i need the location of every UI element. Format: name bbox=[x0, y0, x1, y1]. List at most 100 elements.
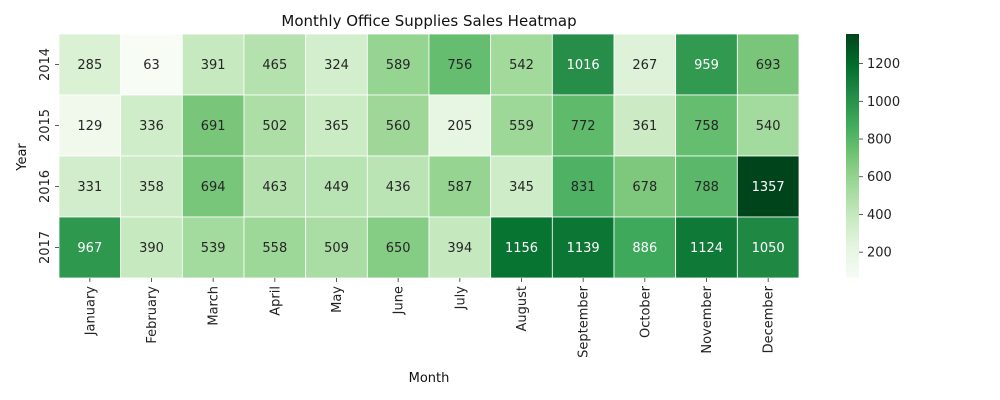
cell-value-label: 1016 bbox=[567, 58, 600, 73]
cell-value-label: 1139 bbox=[567, 241, 600, 256]
cell-value-label: 542 bbox=[509, 58, 534, 73]
x-tick-label: March bbox=[207, 286, 222, 326]
heatmap-cell bbox=[181, 155, 245, 218]
y-axis: 2014 2015 2016 2017 bbox=[38, 48, 59, 264]
x-tick-label: June bbox=[392, 286, 407, 315]
heatmap-cell bbox=[613, 33, 677, 96]
cell-value-label: 465 bbox=[262, 58, 287, 73]
cell-value-label: 361 bbox=[632, 119, 657, 134]
cell-value-label: 559 bbox=[509, 119, 534, 134]
heatmap-cell bbox=[366, 94, 430, 157]
x-tick-label: May bbox=[330, 286, 345, 313]
heatmap-cell bbox=[58, 33, 122, 96]
x-tick-label: November bbox=[700, 285, 715, 353]
heatmap-cell bbox=[58, 216, 122, 279]
heatmap-cell bbox=[736, 216, 800, 279]
heatmap-cell bbox=[551, 94, 615, 157]
cell-value-label: 436 bbox=[386, 180, 411, 195]
heatmap-cell bbox=[305, 155, 368, 218]
heatmap-cell bbox=[120, 94, 183, 157]
heatmap-cell bbox=[243, 33, 307, 96]
heatmap-cell bbox=[736, 155, 800, 218]
colorbar-tick-label: 400 bbox=[867, 208, 892, 223]
cell-value-label: 560 bbox=[386, 119, 411, 134]
cell-value-label: 390 bbox=[139, 241, 164, 256]
cell-value-label: 509 bbox=[324, 241, 349, 256]
heatmap-cell bbox=[243, 216, 307, 279]
cell-value-label: 129 bbox=[77, 119, 102, 134]
heatmap-cell bbox=[736, 33, 800, 96]
heatmap-cell bbox=[736, 94, 800, 157]
cell-value-label: 967 bbox=[77, 241, 102, 256]
heatmap-cell bbox=[181, 33, 245, 96]
cell-value-label: 1156 bbox=[505, 241, 538, 256]
cell-value-label: 694 bbox=[201, 180, 226, 195]
cell-value-label: 285 bbox=[77, 58, 102, 73]
heatmap-cell bbox=[490, 94, 553, 157]
heatmap-cell bbox=[551, 216, 615, 279]
cell-value-label: 267 bbox=[632, 58, 657, 73]
cell-value-label: 772 bbox=[571, 119, 596, 134]
heatmap-cell bbox=[675, 216, 738, 279]
heatmap-cell bbox=[428, 155, 492, 218]
heatmap-cells: 285 63 391 465 324 589 756 542 1016 267 959 693 129 3… bbox=[58, 33, 800, 279]
cell-value-label: 345 bbox=[509, 180, 534, 195]
cell-value-label: 205 bbox=[447, 119, 472, 134]
heatmap-cell bbox=[243, 155, 307, 218]
heatmap-cell bbox=[120, 33, 183, 96]
heatmap-cell bbox=[613, 94, 677, 157]
cell-value-label: 1124 bbox=[690, 241, 723, 256]
cell-value-label: 589 bbox=[386, 58, 411, 73]
heatmap-cell bbox=[675, 94, 738, 157]
cell-value-label: 587 bbox=[447, 180, 472, 195]
cell-value-label: 502 bbox=[262, 119, 287, 134]
cell-value-label: 331 bbox=[77, 180, 102, 195]
x-tick-label: December bbox=[762, 285, 777, 353]
cell-value-label: 63 bbox=[143, 58, 160, 73]
cell-value-label: 1357 bbox=[752, 180, 785, 195]
cell-value-label: 831 bbox=[571, 180, 596, 195]
heatmap-cell bbox=[58, 94, 122, 157]
x-tick-label: February bbox=[145, 286, 160, 344]
y-tick-label: 2017 bbox=[38, 231, 53, 264]
y-tick-label: 2015 bbox=[38, 109, 53, 142]
x-tick-label: September bbox=[577, 285, 592, 358]
x-tick-label: April bbox=[268, 286, 283, 316]
heatmap-cell bbox=[613, 216, 677, 279]
heatmap-cell bbox=[428, 216, 492, 279]
x-axis: January February March April May June July Augu… bbox=[83, 278, 777, 358]
cell-value-label: 756 bbox=[447, 58, 472, 73]
cell-value-label: 365 bbox=[324, 119, 349, 134]
x-tick-label: January bbox=[83, 286, 98, 337]
heatmap-cell bbox=[243, 94, 307, 157]
colorbar bbox=[846, 34, 859, 278]
x-tick-label: August bbox=[515, 286, 530, 332]
cell-value-label: 358 bbox=[139, 180, 164, 195]
cell-value-label: 758 bbox=[694, 119, 719, 134]
heatmap-cell bbox=[428, 94, 492, 157]
cell-value-label: 693 bbox=[756, 58, 781, 73]
colorbar-tick-label: 600 bbox=[867, 170, 892, 185]
heatmap-cell bbox=[366, 216, 430, 279]
cell-value-label: 678 bbox=[632, 180, 657, 195]
cell-value-label: 540 bbox=[756, 119, 781, 134]
heatmap-cell bbox=[490, 33, 553, 96]
chart-title: Monthly Office Supplies Sales Heatmap bbox=[281, 12, 576, 30]
heatmap-cell bbox=[120, 216, 183, 279]
cell-value-label: 959 bbox=[694, 58, 719, 73]
cell-value-label: 1050 bbox=[752, 241, 785, 256]
y-tick-label: 2014 bbox=[38, 48, 53, 81]
cell-value-label: 650 bbox=[386, 241, 411, 256]
cell-value-label: 336 bbox=[139, 119, 164, 134]
cell-value-label: 691 bbox=[201, 119, 226, 134]
cell-value-label: 394 bbox=[447, 241, 472, 256]
cell-value-label: 539 bbox=[201, 241, 226, 256]
heatmap-cell bbox=[366, 33, 430, 96]
colorbar-tick-label: 800 bbox=[867, 133, 892, 148]
heatmap-cell bbox=[675, 155, 738, 218]
x-tick-label: July bbox=[453, 286, 468, 311]
colorbar-tick-label: 1000 bbox=[867, 95, 900, 110]
colorbar-ticks: 200 400 600 800 1000 1200 bbox=[859, 57, 900, 261]
y-axis-title: Year bbox=[15, 143, 30, 172]
